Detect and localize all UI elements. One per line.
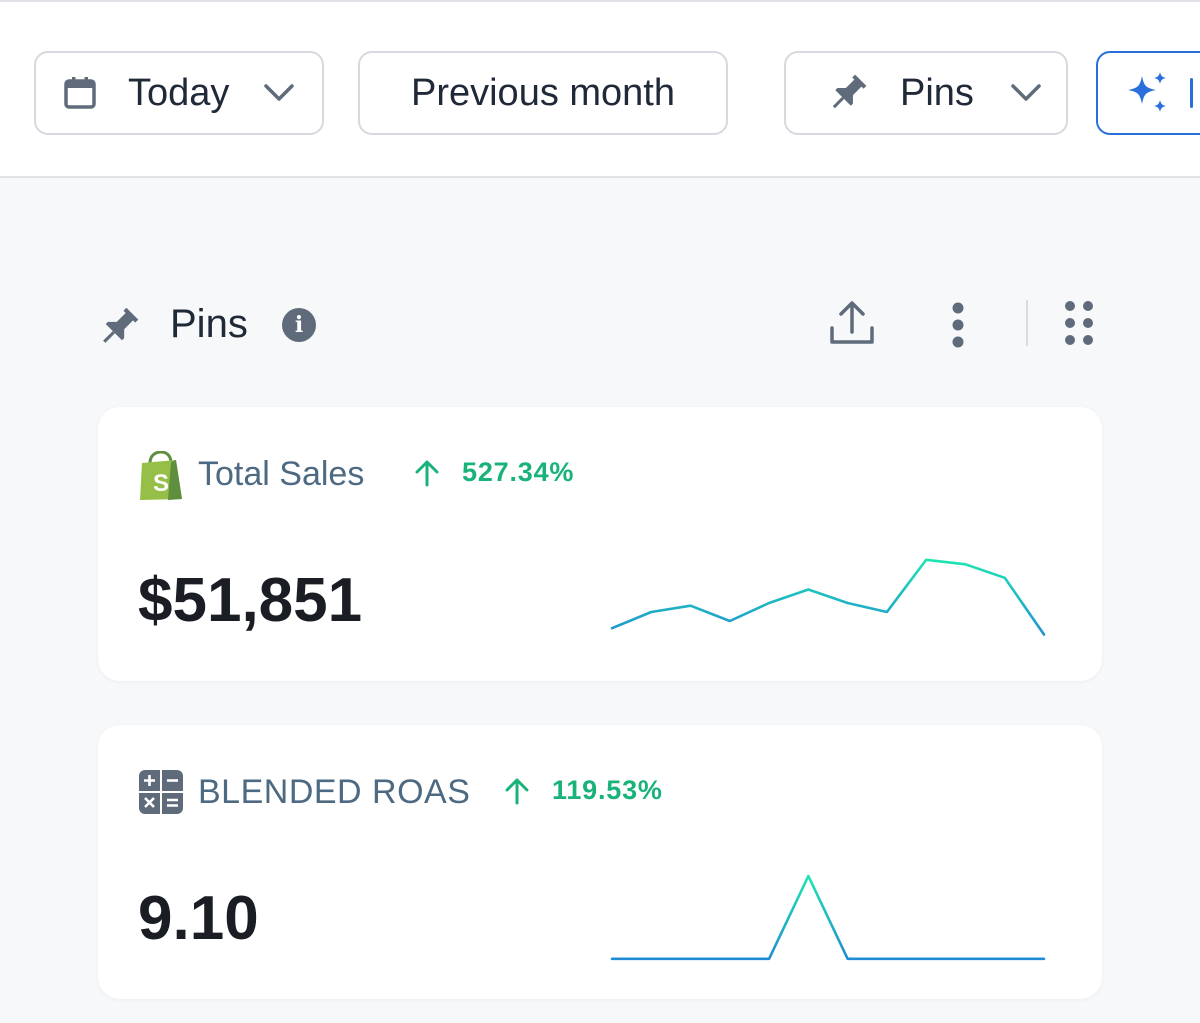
chevron-down-icon <box>259 84 299 102</box>
metric-value: $51,851 <box>138 566 363 635</box>
metric-sparkline <box>610 558 1046 636</box>
more-options-icon[interactable] <box>948 302 968 353</box>
calculator-icon <box>138 769 184 820</box>
chevron-down-icon <box>1002 84 1050 102</box>
pins-section-header: Pins i <box>96 296 1106 356</box>
svg-text:S: S <box>153 470 169 497</box>
date-range-dropdown[interactable]: Today <box>34 51 324 135</box>
metric-change-value: 119.53% <box>552 775 663 805</box>
metric-change: 527.34% <box>414 457 574 488</box>
sparkline-path <box>610 874 1046 961</box>
ai-button-label-fragment <box>1190 78 1193 108</box>
pins-dropdown-label: Pins <box>900 71 974 114</box>
metric-sparkline <box>610 874 1046 961</box>
compare-period-label: Previous month <box>410 71 675 114</box>
metric-card-total-sales[interactable]: S Total Sales 527.34% $51,851 <box>98 407 1102 681</box>
shopify-bag-icon: S <box>138 450 184 506</box>
pin-icon <box>96 304 142 355</box>
arrow-up-icon <box>505 778 529 804</box>
metric-change: 119.53% <box>504 775 663 806</box>
sparkline-path <box>610 558 1046 636</box>
sparkles-icon <box>1124 70 1170 116</box>
drag-handle-icon[interactable] <box>1064 300 1094 351</box>
section-title: Pins <box>170 302 248 346</box>
compare-period-button[interactable]: Previous month <box>358 51 728 135</box>
share-upload-icon[interactable] <box>828 298 876 353</box>
header-divider <box>1026 300 1028 346</box>
metric-value: 9.10 <box>138 884 259 953</box>
arrow-up-icon <box>415 460 439 486</box>
metric-change-value: 527.34% <box>462 457 575 487</box>
pins-dropdown[interactable]: Pins <box>784 51 1068 135</box>
date-range-label: Today <box>128 71 230 114</box>
metric-name: BLENDED ROAS <box>198 773 471 811</box>
toolbar: Today Previous month Pins <box>0 0 1200 178</box>
metric-card-blended-roas[interactable]: BLENDED ROAS 119.53% 9.10 <box>98 725 1102 999</box>
calendar-icon <box>60 76 100 110</box>
metric-name: Total Sales <box>198 455 365 493</box>
pin-icon <box>824 71 872 115</box>
info-icon[interactable]: i <box>282 308 316 342</box>
ai-assistant-button[interactable] <box>1096 51 1200 135</box>
